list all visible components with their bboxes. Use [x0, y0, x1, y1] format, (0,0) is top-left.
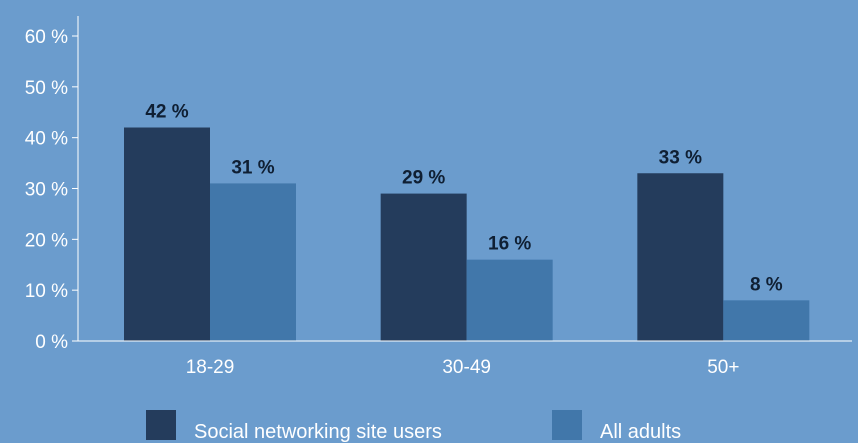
legend-swatch — [146, 410, 176, 440]
y-tick-label: 20 % — [25, 230, 68, 251]
legend: Social networking site users All adults — [146, 410, 681, 443]
bar-30-49-sns-users — [380, 193, 467, 341]
legend-swatch — [552, 410, 582, 440]
y-tick-label: 60 % — [25, 27, 68, 48]
bars: 42 % 31 % 29 % 16 % 33 % 8 % — [124, 102, 810, 341]
x-axis: 18-29 30-49 50+ — [78, 340, 852, 378]
y-tick-label: 50 % — [25, 78, 68, 99]
bar-30-49-all-adults — [466, 259, 553, 341]
x-category-label: 18-29 — [186, 357, 235, 378]
bar-50+-sns-users — [637, 173, 724, 341]
y-tick-label: 40 % — [25, 129, 68, 150]
data-label: 8 % — [750, 274, 783, 295]
x-category-label: 50+ — [707, 357, 739, 378]
legend-label: All adults — [600, 421, 681, 443]
y-tick-label: 10 % — [25, 281, 68, 302]
data-label: 16 % — [488, 234, 531, 255]
legend-label: Social networking site users — [194, 421, 442, 443]
x-category-label: 30-49 — [442, 357, 491, 378]
bar-18-29-all-adults — [210, 183, 296, 341]
y-axis: 0 % 10 % 20 % 30 % 40 % 50 % 60 % — [25, 16, 79, 353]
bar-50+-all-adults — [723, 300, 810, 341]
bar-18-29-sns-users — [124, 127, 210, 341]
data-label: 29 % — [402, 168, 445, 189]
data-label: 31 % — [231, 157, 274, 178]
y-tick-label: 0 % — [35, 332, 68, 353]
data-label: 33 % — [659, 147, 702, 168]
y-tick-label: 30 % — [25, 180, 68, 201]
data-label: 42 % — [145, 102, 188, 123]
